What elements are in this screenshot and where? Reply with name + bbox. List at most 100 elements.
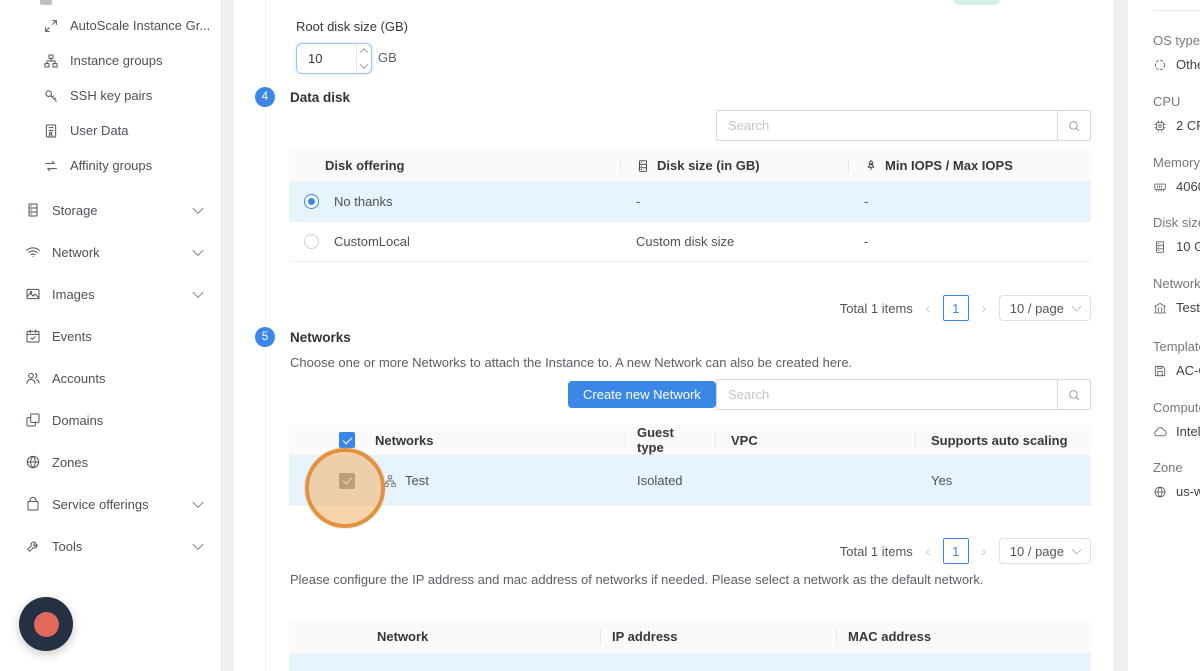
key-icon	[45, 89, 57, 102]
copy-icon	[26, 413, 40, 427]
globe-icon	[1154, 486, 1166, 497]
storage-icon	[28, 203, 38, 217]
click-annotation-circle	[305, 448, 385, 528]
chevron-down-icon	[192, 538, 204, 551]
step-4-title: Data disk	[290, 90, 351, 105]
step-5-badge: 5	[255, 327, 275, 347]
search-input[interactable]	[717, 118, 1057, 133]
sidebar-item-instance-groups[interactable]: Instance groups	[0, 43, 221, 78]
sidebar-item-network[interactable]: Network	[0, 231, 221, 273]
chevron-down-icon	[192, 496, 204, 509]
sidebar-item-storage[interactable]: Storage	[0, 189, 221, 231]
sidebar-item-label: Domains	[52, 412, 104, 428]
prev-page-icon[interactable]	[922, 543, 934, 559]
cut-off-sidebar-icon	[40, 0, 52, 5]
sidebar-item-service-offerings[interactable]: Service offerings	[0, 483, 221, 525]
column-header-auto-scaling: Supports auto scaling	[915, 425, 1091, 455]
summary-disk-size: Disk size 10 G	[1153, 215, 1200, 254]
chevron-down-icon	[1071, 544, 1082, 555]
sidebar-item-zones[interactable]: Zones	[0, 441, 221, 483]
sidebar-item-label: Instance groups	[70, 53, 163, 68]
radio-selected[interactable]	[304, 194, 319, 209]
scrollbar-gutter	[1113, 0, 1127, 671]
column-header-disk-size: Disk size (in GB)	[620, 150, 848, 181]
select-all-checkbox[interactable]	[339, 432, 355, 448]
screen-recorder-button[interactable]	[19, 597, 73, 651]
summary-compute-offering: Compute Intel-	[1153, 400, 1200, 439]
page-size-select[interactable]: 10 / page	[998, 295, 1091, 321]
nic-config-table: Network IP address MAC address	[289, 620, 1091, 671]
sidebar-item-tools[interactable]: Tools	[0, 525, 221, 567]
sidebar-item-label: Images	[52, 286, 95, 302]
cpu-icon	[1154, 119, 1166, 132]
radio-unselected[interactable]	[304, 234, 319, 249]
sidebar-item-domains[interactable]: Domains	[0, 399, 221, 441]
sidebar-item-events[interactable]: Events	[0, 315, 221, 357]
sidebar-item-label: AutoScale Instance Gr...	[70, 18, 211, 33]
sidebar-item-label: Affinity groups	[70, 158, 153, 173]
spinner-up-icon[interactable]	[357, 44, 371, 59]
column-header-iops: Min IOPS / Max IOPS	[848, 150, 1091, 181]
table-header-row: Network IP address MAC address	[289, 620, 1091, 654]
column-header-disk-offering: Disk offering	[325, 158, 405, 173]
sidebar-item-label: Zones	[52, 454, 89, 470]
summary-os-type: OS type Othe	[1153, 33, 1200, 72]
summary-template: Template AC-C	[1153, 339, 1200, 378]
autoscale-icon	[45, 19, 57, 32]
table-row-customlocal[interactable]: CustomLocal Custom disk size -	[289, 222, 1091, 262]
chevron-down-icon	[192, 244, 204, 257]
sidebar-item-ssh-key-pairs[interactable]: SSH key pairs	[0, 78, 221, 113]
step-5-title: Networks	[290, 330, 351, 345]
summary-cpu: CPU 2 CP	[1153, 94, 1200, 133]
table-row-network-test[interactable]: Test Isolated Yes	[289, 456, 1091, 506]
user-data-icon	[45, 124, 57, 137]
page-number-button[interactable]: 1	[942, 295, 969, 321]
networks-search	[716, 379, 1091, 410]
sidebar-item-label: Accounts	[52, 370, 106, 386]
column-header-vpc: VPC	[715, 425, 915, 455]
page-number-button[interactable]: 1	[942, 538, 969, 564]
search-input[interactable]	[717, 387, 1057, 402]
sidebar-item-autoscale-instance-groups[interactable]: AutoScale Instance Gr...	[0, 8, 221, 43]
sidebar-item-accounts[interactable]: Accounts	[0, 357, 221, 399]
networks-pagination: Total 1 items 1 10 / page	[840, 538, 1091, 564]
column-header-networks: Networks	[289, 425, 625, 455]
bank-icon	[1154, 302, 1166, 313]
root-disk-size-input[interactable]	[297, 44, 356, 73]
next-page-icon[interactable]	[978, 543, 990, 559]
search-button[interactable]	[1057, 111, 1090, 140]
sidebar-item-images[interactable]: Images	[0, 273, 221, 315]
left-navigation-sidebar: AutoScale Instance Gr... Instance groups…	[0, 0, 222, 671]
page-size-select[interactable]: 10 / page	[998, 538, 1091, 564]
pagination-total: Total 1 items	[839, 543, 913, 559]
table-header-row: Disk offering Disk size (in GB) Min IOPS…	[289, 150, 1091, 182]
summary-zone: Zone us-w	[1153, 460, 1200, 499]
disk-icon	[639, 159, 647, 172]
next-page-icon[interactable]	[978, 300, 990, 316]
networks-table: Networks Guest type VPC Supports auto sc…	[289, 425, 1091, 506]
column-header-guest-type: Guest type	[625, 425, 715, 455]
wifi-icon	[26, 247, 40, 258]
summary-memory: Memory 4060	[1153, 155, 1200, 194]
sidebar-item-label: Events	[52, 328, 92, 344]
cloud-icon	[1154, 426, 1167, 436]
cut-off-toggle-sliver	[953, 0, 1000, 5]
org-chart-icon	[44, 54, 58, 67]
table-row-no-thanks[interactable]: No thanks - -	[289, 182, 1091, 222]
search-icon	[1069, 389, 1080, 400]
prev-page-icon[interactable]	[922, 300, 934, 316]
create-new-network-button[interactable]: Create new Network	[568, 381, 716, 408]
table-row[interactable]	[289, 654, 1091, 671]
chevron-down-icon	[1071, 301, 1082, 312]
sidebar-item-affinity-groups[interactable]: Affinity groups	[0, 148, 221, 183]
data-disk-table: Disk offering Disk size (in GB) Min IOPS…	[289, 150, 1091, 262]
record-dot-icon	[33, 611, 59, 637]
search-button[interactable]	[1057, 380, 1090, 409]
instance-wizard-panel: Root disk size (GB) GB 4 Data disk Disk …	[234, 0, 1113, 671]
wrench-icon	[27, 541, 38, 552]
table-header-row: Networks Guest type VPC Supports auto sc…	[289, 425, 1091, 456]
sidebar-item-user-data[interactable]: User Data	[0, 113, 221, 148]
chevron-down-icon	[192, 202, 204, 215]
os-icon	[1154, 59, 1166, 70]
spinner-down-icon[interactable]	[357, 59, 371, 74]
